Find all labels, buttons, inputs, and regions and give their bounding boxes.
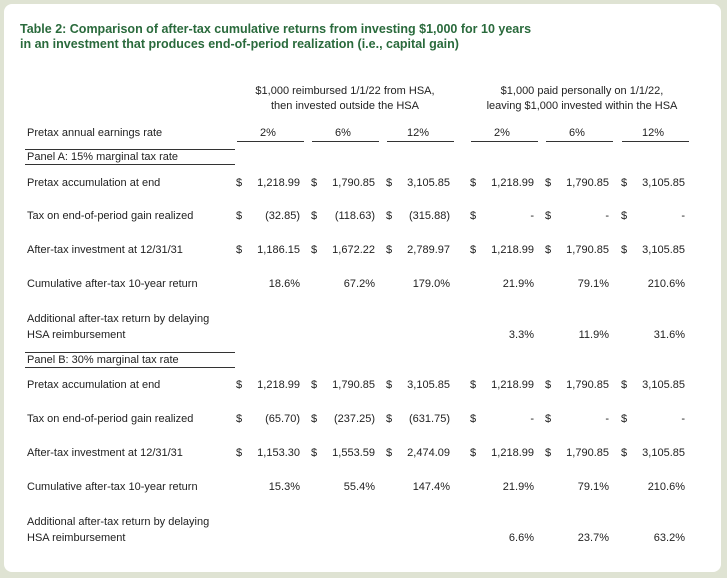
rate: 2%	[260, 127, 276, 139]
rate: 6%	[569, 127, 585, 139]
cell: $ -	[545, 413, 609, 425]
cell: $ 1,553.59	[311, 447, 375, 459]
rule	[387, 141, 454, 142]
row-label: Pretax annual earnings rate	[27, 127, 163, 139]
cell: 11.9%	[578, 329, 609, 341]
rule	[25, 164, 235, 165]
cell: $ (32.85)	[236, 210, 300, 222]
cell: $ 2,789.97	[386, 244, 450, 256]
cell: 15.3%	[268, 481, 300, 493]
cell: 18.6%	[268, 278, 300, 290]
cell: $ 2,474.09	[386, 447, 450, 459]
panel-heading: Panel B: 30% marginal tax rate	[27, 354, 179, 366]
cell: $ 1,790.85	[545, 447, 609, 459]
rule	[237, 141, 304, 142]
cell: 79.1%	[577, 278, 609, 290]
rule	[25, 352, 235, 353]
rule	[25, 367, 235, 368]
cell: $ 1,790.85	[545, 244, 609, 256]
rule	[312, 141, 379, 142]
cell: 31.6%	[653, 329, 685, 341]
group-header: then invested outside the HSA	[271, 100, 419, 112]
cell: $ (237.25)	[311, 413, 375, 425]
row-label: Pretax accumulation at end	[27, 379, 161, 391]
cell: $ 1,790.85	[311, 379, 375, 391]
cell: 79.1%	[577, 481, 609, 493]
cell: $ (65.70)	[236, 413, 300, 425]
cell: $ 1,790.85	[545, 379, 609, 391]
cell: $ 1,218.99	[470, 244, 534, 256]
cell: 179.0%	[412, 278, 450, 290]
cell: $ 1,186.15	[236, 244, 300, 256]
cell: 210.6%	[647, 481, 685, 493]
row-label: HSA reimbursement	[27, 329, 126, 341]
row-label: After-tax investment at 12/31/31	[27, 244, 183, 256]
cell: $ 1,218.99	[470, 447, 534, 459]
group-header: leaving $1,000 invested within the HSA	[486, 100, 678, 112]
cell: $ 3,105.85	[386, 379, 450, 391]
cell: $ 1,790.85	[311, 177, 375, 189]
cell: $ 1,218.99	[470, 177, 534, 189]
cell: $ -	[470, 413, 534, 425]
row-label: Additional after-tax return by delaying	[27, 516, 210, 528]
cell: $ 1,790.85	[545, 177, 609, 189]
cell: 21.9%	[502, 481, 534, 493]
title: in an investment that produces end-of-pe…	[20, 37, 459, 51]
cell: $ -	[621, 413, 685, 425]
cell: 210.6%	[647, 278, 685, 290]
cell: 21.9%	[502, 278, 534, 290]
row-label: Tax on end-of-period gain realized	[27, 413, 194, 425]
cell: $ -	[470, 210, 534, 222]
cell: $ 3,105.85	[621, 177, 685, 189]
cell: $ (631.75)	[386, 413, 450, 425]
row-label: After-tax investment at 12/31/31	[27, 447, 183, 459]
cell: $ -	[545, 210, 609, 222]
row-label: HSA reimbursement	[27, 532, 126, 544]
row-label: Cumulative after-tax 10-year return	[27, 481, 198, 493]
rate: 6%	[335, 127, 351, 139]
rule	[471, 141, 538, 142]
cell: $ (118.63)	[311, 210, 375, 222]
group-header: $1,000 reimbursed 1/1/22 from HSA,	[255, 85, 435, 97]
cell: 6.6%	[508, 532, 534, 544]
cell: $ (315.88)	[386, 210, 450, 222]
cell: $ 1,218.99	[236, 177, 300, 189]
rate: 2%	[494, 127, 510, 139]
cell: 55.4%	[343, 481, 375, 493]
rule	[25, 149, 235, 150]
cell: $ 3,105.85	[621, 447, 685, 459]
cell: 23.7%	[577, 532, 609, 544]
panel-heading: Panel A: 15% marginal tax rate	[27, 151, 179, 163]
rate: 12%	[641, 127, 665, 139]
row-label: Cumulative after-tax 10-year return	[27, 278, 198, 290]
cell: $ 3,105.85	[621, 379, 685, 391]
cell: $ 1,672.22	[311, 244, 375, 256]
cell: 63.2%	[653, 532, 685, 544]
row-label: Pretax accumulation at end	[27, 177, 161, 189]
cell: 147.4%	[412, 481, 450, 493]
rule	[546, 141, 613, 142]
group-header: $1,000 paid personally on 1/1/22,	[500, 85, 664, 97]
cell: $ 1,153.30	[236, 447, 300, 459]
cell: $ 3,105.85	[386, 177, 450, 189]
cell: $ 3,105.85	[621, 244, 685, 256]
rate: 12%	[406, 127, 430, 139]
row-label: Tax on end-of-period gain realized	[27, 210, 194, 222]
rule	[622, 141, 689, 142]
cell: $ 1,218.99	[470, 379, 534, 391]
row-label: Additional after-tax return by delaying	[27, 313, 210, 325]
title: Table 2: Comparison of after-tax cumulat…	[20, 22, 532, 36]
cell: $ 1,218.99	[236, 379, 300, 391]
cell: 67.2%	[343, 278, 375, 290]
table-panel: Table 2: Comparison of after-tax cumulat…	[4, 4, 721, 572]
cell: $ -	[621, 210, 685, 222]
cell: 3.3%	[508, 329, 534, 341]
